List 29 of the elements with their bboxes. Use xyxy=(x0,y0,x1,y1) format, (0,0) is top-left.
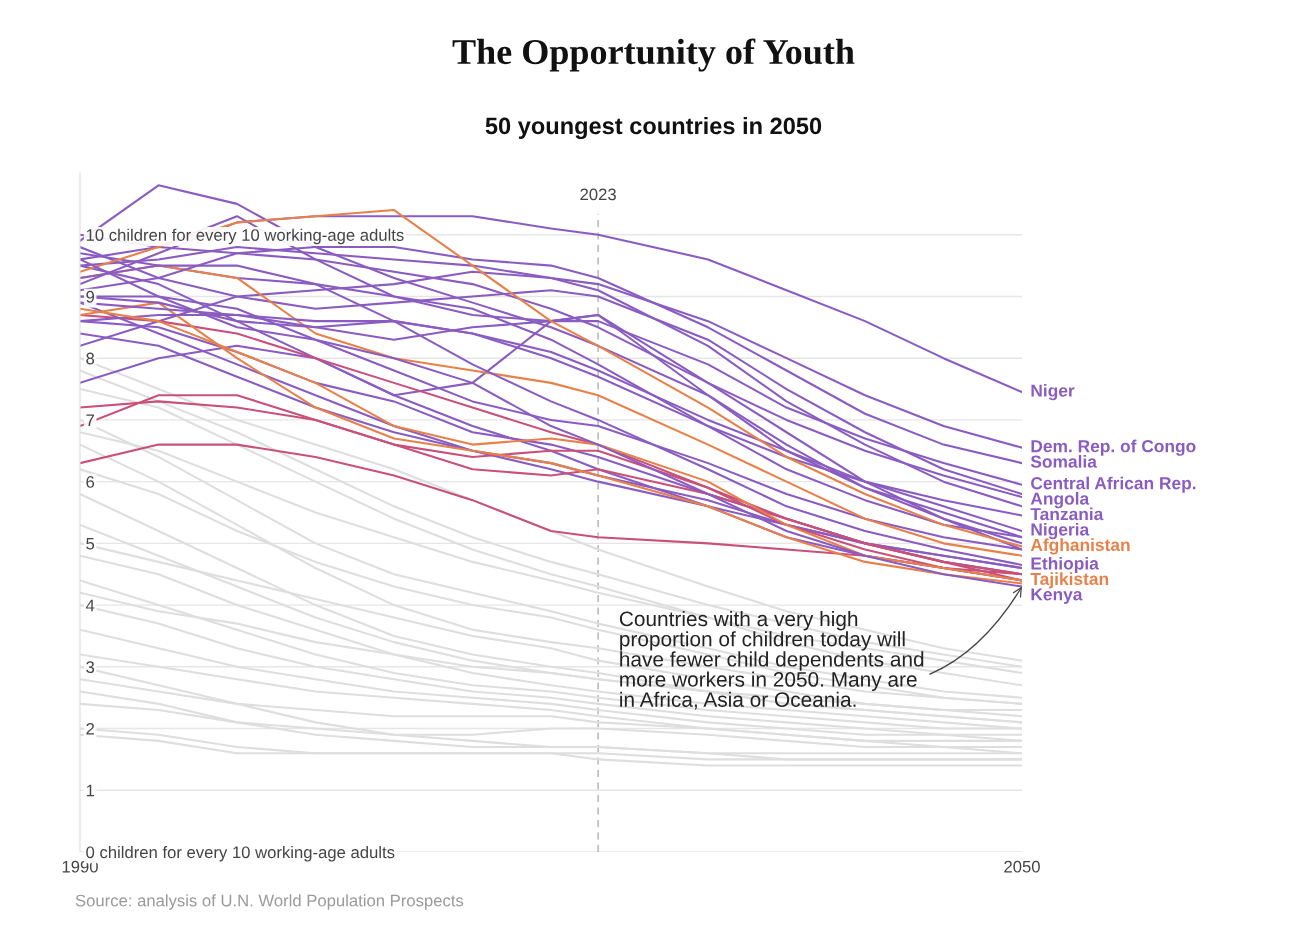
series-label: Ethiopia xyxy=(1031,556,1099,574)
annotation: Countries with a very high proportion of children today will have fewer child dependents and more workers in 2050. Many are in Africa, Asia or Oceania. xyxy=(619,610,924,710)
chart-title: The Opportunity of Youth xyxy=(452,38,855,72)
x-tick-label: 2050 xyxy=(1004,860,1040,873)
y-tick-label: 9 xyxy=(86,290,95,303)
series-label: Somalia xyxy=(1030,455,1098,468)
ref-line-label: 2023 xyxy=(580,188,616,201)
y-tick-label: 4 xyxy=(85,599,95,612)
y-tick-label: 2 xyxy=(86,722,94,735)
y-tick-label: 3 xyxy=(86,661,95,674)
y-tick-label: 8 xyxy=(86,352,95,365)
source-note: Source: analysis of U.N. World Population Prospects xyxy=(75,894,464,910)
y-tick-label: 7 xyxy=(86,414,94,426)
series-label: Dem. Rep. of Congo xyxy=(1031,439,1196,456)
series-label: Tanzania xyxy=(1030,507,1104,521)
series-label: Kenya xyxy=(1031,588,1083,604)
y-tick-label: 10 children for every 10 working-age adults xyxy=(86,228,404,245)
series-label: Nigeria xyxy=(1031,522,1090,540)
y-tick-label: 0 children for every 10 working-age adults xyxy=(86,845,395,862)
series-label: Afghanistan xyxy=(1030,538,1130,555)
x-tick-label: 1990 xyxy=(62,860,98,873)
y-tick-label: 5 xyxy=(86,537,95,550)
series-label: Central African Rep. xyxy=(1031,476,1196,493)
series-label: Niger xyxy=(1031,384,1075,401)
series-label: Angola xyxy=(1030,492,1090,509)
y-tick-label: 6 xyxy=(86,476,95,488)
chart-subtitle: 50 youngest countries in 2050 xyxy=(485,116,822,140)
y-tick-label: 1 xyxy=(86,784,95,797)
series-label: Tajikistan xyxy=(1030,572,1109,589)
